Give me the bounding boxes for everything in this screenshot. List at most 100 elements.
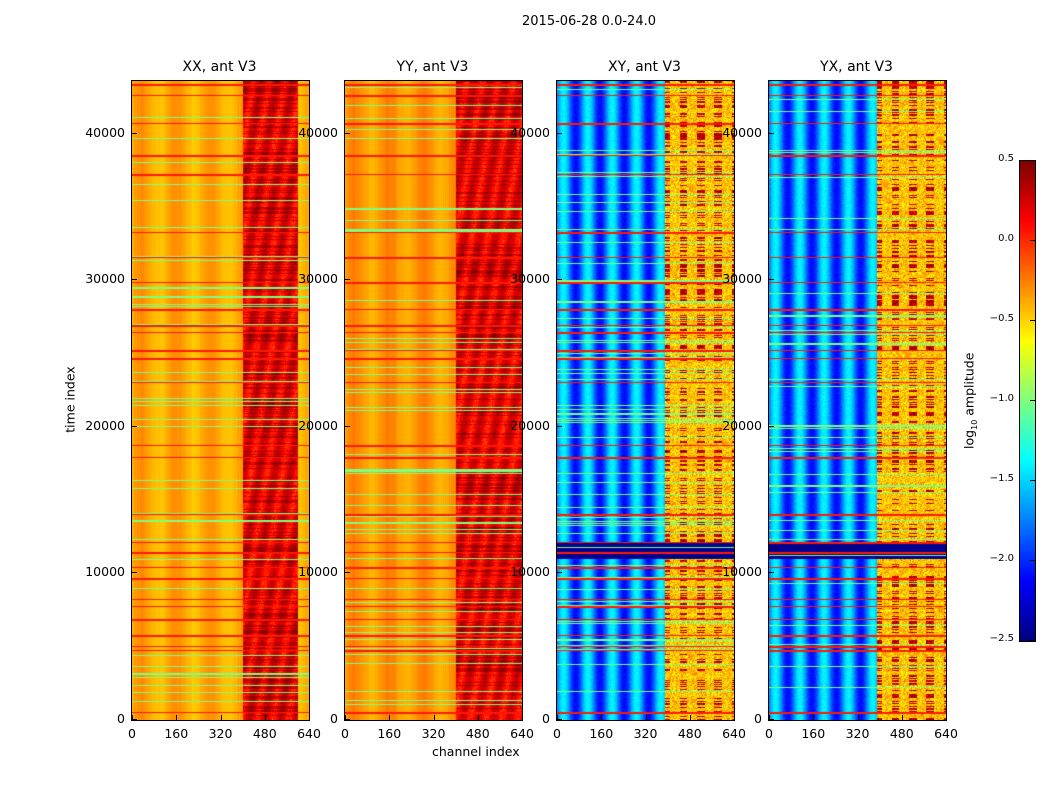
- colorbar-gradient: [1020, 161, 1035, 641]
- colorbar-label-log: log: [961, 429, 977, 449]
- y-tick-label: 30000: [510, 271, 550, 287]
- colorbar-tick-label: −2.5: [989, 633, 1014, 644]
- x-tick-label: 480: [889, 726, 914, 741]
- colorbar-label-rest: amplitude: [961, 352, 977, 420]
- y-tick-label: 10000: [510, 564, 550, 580]
- x-tick-mark: [557, 715, 558, 720]
- x-tick-label: 480: [677, 726, 702, 741]
- y-tick-mark: [345, 572, 350, 574]
- panel-title: YX, ant V3: [820, 59, 893, 75]
- x-tick-label: 0: [553, 726, 561, 741]
- x-tick-label: 480: [465, 726, 490, 741]
- heatmap-panel-xy: [556, 80, 735, 721]
- y-tick-mark: [769, 279, 774, 281]
- y-tick-mark: [345, 719, 350, 720]
- x-tick-label: 160: [589, 726, 614, 741]
- x-tick-label: 0: [341, 726, 349, 741]
- x-tick-mark: [734, 715, 735, 720]
- y-axis-label: time index: [62, 366, 78, 433]
- x-tick-label: 160: [164, 726, 189, 741]
- x-tick-mark: [689, 715, 691, 720]
- colorbar-tick-mark: [1030, 320, 1035, 321]
- colorbar-label-sub: 10: [969, 419, 979, 430]
- x-tick-mark: [389, 715, 391, 720]
- x-tick-label: 640: [297, 726, 321, 741]
- y-tick-mark: [557, 132, 562, 134]
- panel-title: XY, ant V3: [608, 59, 681, 75]
- y-tick-mark: [557, 572, 562, 574]
- y-tick-mark: [769, 132, 774, 134]
- y-tick-label: 10000: [85, 564, 125, 580]
- x-tick-label: 320: [845, 726, 870, 741]
- colorbar-tick-mark: [1030, 560, 1035, 561]
- heatmap-panel-yy: [344, 80, 523, 721]
- x-tick-mark: [645, 715, 647, 720]
- x-tick-mark: [309, 715, 310, 720]
- x-tick-label: 640: [722, 726, 746, 741]
- x-tick-label: 320: [633, 726, 658, 741]
- x-tick-mark: [132, 715, 133, 720]
- colorbar-tick-label: −1.5: [989, 473, 1014, 484]
- x-tick-mark: [477, 715, 479, 720]
- y-tick-label: 20000: [85, 417, 125, 433]
- x-tick-mark: [264, 715, 266, 720]
- colorbar: [1019, 160, 1036, 642]
- colorbar-label: log10 amplitude: [961, 341, 979, 461]
- panel-title: YY, ant V3: [396, 59, 469, 75]
- x-tick-mark: [220, 715, 222, 720]
- y-tick-label: 10000: [298, 564, 338, 580]
- y-tick-mark: [132, 132, 137, 134]
- y-tick-mark: [557, 279, 562, 281]
- y-tick-mark: [769, 425, 774, 427]
- colorbar-tick-mark: [1030, 400, 1035, 401]
- y-tick-mark: [132, 719, 137, 720]
- heatmap-panel-xx: [131, 80, 310, 721]
- heatmap-image: [769, 81, 946, 720]
- y-tick-label: 40000: [85, 124, 125, 140]
- y-tick-mark: [132, 572, 137, 574]
- y-tick-label: 20000: [510, 417, 550, 433]
- y-tick-label: 40000: [298, 124, 338, 140]
- y-tick-mark: [769, 719, 774, 720]
- heatmap-image: [132, 81, 309, 720]
- y-tick-label: 30000: [85, 271, 125, 287]
- colorbar-tick-mark: [1030, 640, 1035, 641]
- x-tick-label: 320: [421, 726, 446, 741]
- y-tick-label: 0: [117, 711, 125, 726]
- x-tick-mark: [857, 715, 859, 720]
- y-tick-mark: [557, 719, 562, 720]
- colorbar-tick-label: −1.0: [989, 393, 1014, 404]
- x-tick-label: 320: [208, 726, 233, 741]
- x-tick-label: 480: [252, 726, 277, 741]
- heatmap-image: [345, 81, 522, 720]
- x-tick-mark: [901, 715, 903, 720]
- x-tick-mark: [813, 715, 815, 720]
- x-tick-label: 160: [377, 726, 402, 741]
- y-tick-mark: [132, 425, 137, 427]
- y-tick-label: 0: [542, 711, 550, 726]
- x-tick-mark: [946, 715, 947, 720]
- y-tick-label: 30000: [722, 271, 762, 287]
- heatmap-panel-yx: [768, 80, 947, 721]
- colorbar-tick-mark: [1030, 480, 1035, 481]
- colorbar-tick-label: 0.5: [998, 153, 1014, 164]
- y-tick-mark: [345, 132, 350, 134]
- x-tick-label: 0: [765, 726, 773, 741]
- x-axis-label: channel index: [432, 744, 520, 759]
- colorbar-tick-label: −0.5: [989, 313, 1014, 324]
- y-tick-label: 20000: [298, 417, 338, 433]
- y-tick-label: 0: [330, 711, 338, 726]
- x-tick-mark: [176, 715, 178, 720]
- y-tick-label: 30000: [298, 271, 338, 287]
- y-tick-label: 40000: [510, 124, 550, 140]
- colorbar-tick-mark: [1030, 160, 1035, 161]
- y-tick-mark: [557, 425, 562, 427]
- figure-title: 2015-06-28 0.0-24.0: [522, 14, 656, 29]
- y-tick-label: 0: [754, 711, 762, 726]
- x-tick-label: 160: [801, 726, 826, 741]
- x-tick-label: 0: [128, 726, 136, 741]
- x-tick-label: 640: [510, 726, 534, 741]
- y-tick-mark: [769, 572, 774, 574]
- heatmap-image: [557, 81, 734, 720]
- x-tick-label: 640: [934, 726, 958, 741]
